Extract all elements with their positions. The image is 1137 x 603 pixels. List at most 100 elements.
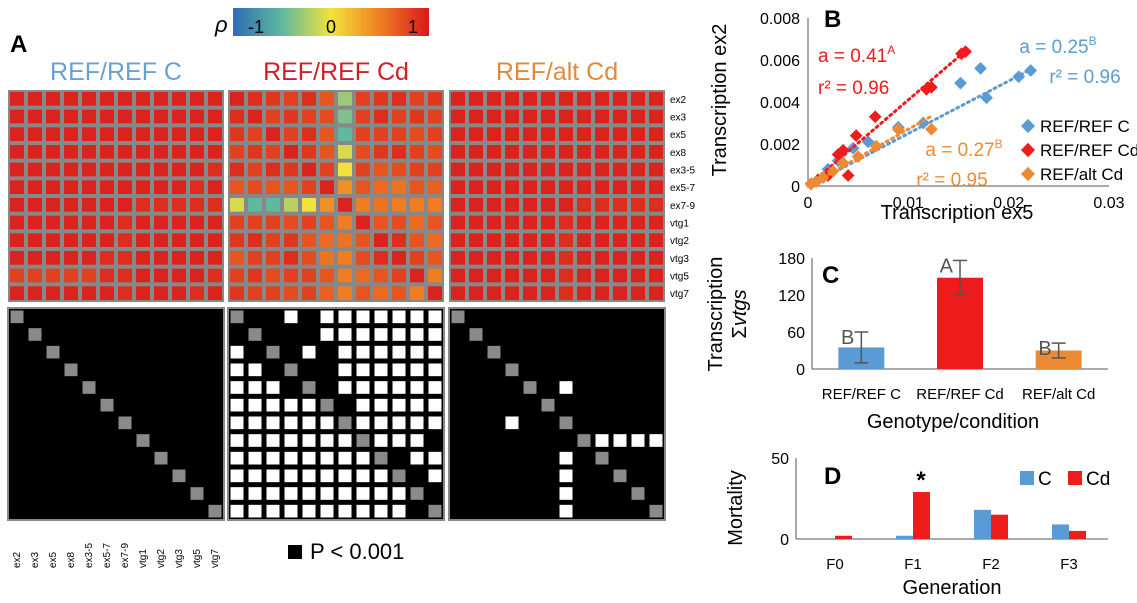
heatmap-cell <box>320 180 334 194</box>
significance-cell <box>338 381 352 394</box>
heatmap-cell <box>487 162 501 177</box>
heatmap-cell <box>100 286 114 300</box>
significance-cell <box>392 469 406 483</box>
heatmap-cell <box>64 145 78 159</box>
heatmap-cell <box>208 145 222 159</box>
heatmap-cell <box>392 215 406 230</box>
heatmap-cell <box>208 180 222 194</box>
heatmap-cell <box>559 92 573 106</box>
heatmap-cell <box>136 268 150 283</box>
significance-cell <box>284 504 298 518</box>
heatmap-cell <box>172 198 186 212</box>
heatmap-cell <box>136 233 150 247</box>
data-point <box>868 110 882 124</box>
significance-cell <box>428 328 442 341</box>
x-tick-label: REF/REF C <box>822 386 901 403</box>
legend-swatch-cd <box>1068 471 1082 485</box>
row-label: ex7-9 <box>670 201 695 212</box>
y-axis-label-vtgs: vtgs <box>729 289 751 326</box>
heatmap-cell <box>631 215 645 230</box>
significance-cell <box>428 504 442 518</box>
significance-cell <box>284 451 298 465</box>
significance-cell <box>595 451 609 465</box>
significance-cell <box>523 381 537 394</box>
significance-cell <box>248 381 262 394</box>
heatmap-frame <box>8 90 224 302</box>
significance-cell <box>64 363 78 377</box>
significance-cell <box>356 504 370 518</box>
heatmap-cell <box>487 145 501 159</box>
heatmap-cell <box>559 198 573 212</box>
heatmap-cell <box>172 109 186 124</box>
r2-annotation: r² = 0.96 <box>1049 67 1120 88</box>
heatmap-cell <box>172 127 186 141</box>
heatmap-cell <box>266 198 280 212</box>
significance-cell <box>631 434 645 447</box>
heatmap-cell <box>428 215 442 230</box>
col-label: vtg2 <box>156 549 167 568</box>
heatmap-cell <box>46 162 60 177</box>
heatmap-cell <box>392 268 406 283</box>
y-tick-label: 50 <box>771 451 789 468</box>
panel-c-bar: 0 60 120 180 B REF/REF C A REF/REF Cd B REF/alt C… <box>705 251 1108 433</box>
heatmap-cell <box>302 162 316 177</box>
x-tick-label: F3 <box>1060 556 1078 573</box>
heatmap-cell <box>410 92 424 106</box>
heatmap-cell <box>284 145 298 159</box>
heatmap-cell <box>392 145 406 159</box>
significance-cell <box>230 504 244 518</box>
heatmap-cell <box>374 92 388 106</box>
heatmap-cell <box>613 233 627 247</box>
legend-label: REF/alt Cd <box>1040 165 1123 184</box>
heatmap-cell <box>392 180 406 194</box>
heatmap-cell <box>136 127 150 141</box>
heatmap-cell <box>172 286 186 300</box>
heatmap-cell <box>64 109 78 124</box>
heatmap-cell <box>469 251 483 265</box>
heatmap-cell <box>190 268 204 283</box>
significance-cell <box>100 398 114 412</box>
heatmap-cell <box>428 286 442 300</box>
heatmap-cell <box>154 215 168 230</box>
heatmap-cell <box>172 162 186 177</box>
heatmap-cell <box>649 198 663 212</box>
significance-cell <box>230 487 244 500</box>
heatmap-cell <box>541 198 555 212</box>
slope-annotation-text: a = 0.27 <box>925 140 994 161</box>
heatmap-cell <box>208 92 222 106</box>
heatmap-cell <box>410 109 424 124</box>
heatmap-cell <box>28 198 42 212</box>
heatmap-cell <box>190 180 204 194</box>
heatmap-cell <box>577 215 591 230</box>
heatmap-cell <box>338 215 352 230</box>
heatmap-cell <box>505 233 519 247</box>
col-label: vtg7 <box>210 549 221 568</box>
heatmap-cell <box>487 109 501 124</box>
trendline-3 <box>806 114 933 188</box>
heatmap-cell <box>284 92 298 106</box>
heatmap-cell <box>82 109 96 124</box>
heatmap-cell <box>577 145 591 159</box>
heatmap-cell <box>302 180 316 194</box>
heatmap-cell <box>649 180 663 194</box>
significance-cell <box>613 434 627 447</box>
heatmap-cell <box>320 145 334 159</box>
heatmap-cell <box>284 198 298 212</box>
y-axis-label: Transcription ex2 <box>709 24 731 177</box>
heatmap-cell <box>338 127 352 141</box>
heatmap-cell <box>230 109 244 124</box>
col-label: ex5-7 <box>102 543 113 568</box>
heatmap-cell <box>172 180 186 194</box>
heatmap-cell <box>338 268 352 283</box>
significance-cell <box>284 416 298 430</box>
heatmap-cell <box>338 286 352 300</box>
row-label: ex8 <box>670 148 687 159</box>
significance-cell <box>320 504 334 518</box>
heatmap-cell <box>100 145 114 159</box>
heatmap-cell <box>172 92 186 106</box>
heatmap-cell <box>28 109 42 124</box>
significance-cell <box>410 434 424 447</box>
legend-label: C <box>1038 469 1052 490</box>
heatmap-cell <box>469 109 483 124</box>
heatmap-cell <box>28 162 42 177</box>
